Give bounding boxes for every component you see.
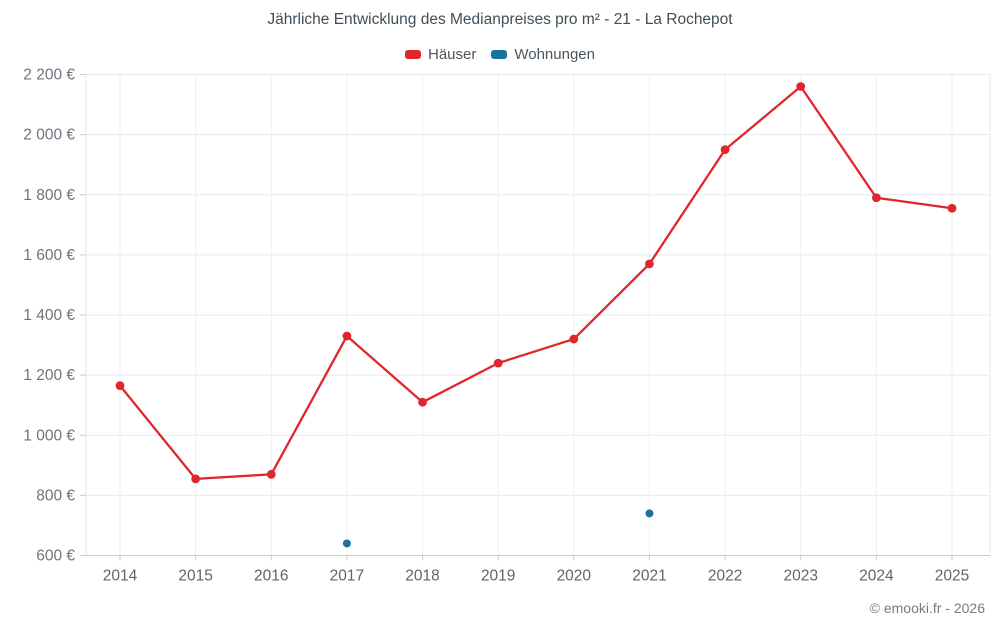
chart-title: Jährliche Entwicklung des Medianpreises … xyxy=(267,11,733,28)
data-point-Wohnungen-2017[interactable] xyxy=(342,539,351,548)
data-point-Wohnungen-2021[interactable] xyxy=(645,509,654,518)
y-tick-label-2000: 2 000 € xyxy=(23,127,75,144)
y-tick-label-1000: 1 000 € xyxy=(23,427,75,444)
y-tick-label-1400: 1 400 € xyxy=(23,307,75,324)
data-point-Häuser-2018[interactable] xyxy=(418,397,427,407)
legend: Häuser Wohnungen xyxy=(0,46,1000,63)
data-point-Häuser-2016[interactable] xyxy=(266,469,276,479)
y-tick-label-1200: 1 200 € xyxy=(23,367,75,384)
x-tick-label-2025: 2025 xyxy=(935,568,969,585)
legend-item-hauser[interactable]: Häuser xyxy=(405,46,476,63)
x-tick-label-2016: 2016 xyxy=(254,568,288,585)
x-tick-label-2015: 2015 xyxy=(178,568,212,585)
data-point-Häuser-2024[interactable] xyxy=(871,193,881,203)
data-point-Häuser-2022[interactable] xyxy=(720,145,730,155)
data-point-Häuser-2019[interactable] xyxy=(493,358,503,368)
legend-label-hauser: Häuser xyxy=(428,46,477,63)
x-tick-label-2018: 2018 xyxy=(405,568,439,585)
x-tick-label-2020: 2020 xyxy=(557,568,592,585)
x-tick-label-2017: 2017 xyxy=(330,568,364,585)
hauser-series-marker-icon xyxy=(405,50,421,59)
data-point-Häuser-2023[interactable] xyxy=(796,82,806,91)
data-point-Häuser-2021[interactable] xyxy=(645,259,654,269)
data-point-Häuser-2015[interactable] xyxy=(191,474,201,484)
data-point-Häuser-2014[interactable] xyxy=(115,381,125,391)
data-point-Häuser-2020[interactable] xyxy=(569,334,579,344)
y-tick-label-1600: 1 600 € xyxy=(23,247,75,264)
y-tick-label-800: 800 € xyxy=(36,487,75,504)
x-tick-label-2021: 2021 xyxy=(632,568,666,585)
y-tick-label-600: 600 € xyxy=(36,548,75,565)
x-tick-label-2019: 2019 xyxy=(481,568,515,585)
data-point-Häuser-2025[interactable] xyxy=(947,203,957,213)
x-tick-label-2024: 2024 xyxy=(859,568,894,585)
copyright: © emooki.fr - 2026 xyxy=(869,600,985,616)
legend-item-wohnungen[interactable]: Wohnungen xyxy=(491,46,595,63)
x-tick-label-2014: 2014 xyxy=(103,568,138,585)
legend-label-wohnungen: Wohnungen xyxy=(514,46,595,63)
y-tick-label-2200: 2 200 € xyxy=(23,67,75,84)
wohnungen-series-marker-icon xyxy=(491,50,508,59)
y-tick-label-1800: 1 800 € xyxy=(23,187,75,204)
x-tick-label-2023: 2023 xyxy=(783,568,817,585)
x-tick-label-2022: 2022 xyxy=(708,568,742,585)
data-point-Häuser-2017[interactable] xyxy=(342,331,352,341)
